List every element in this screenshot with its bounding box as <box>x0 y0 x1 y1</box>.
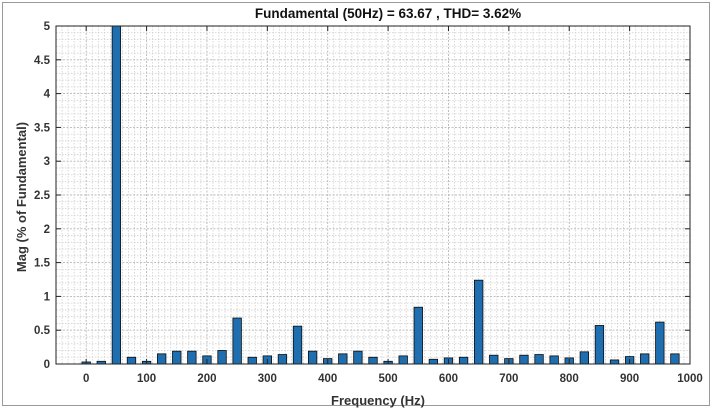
bar <box>277 354 288 365</box>
y-tick-label: 1 <box>44 291 51 303</box>
x-tick-label: 0 <box>83 373 89 385</box>
y-tick-label: 4 <box>44 89 51 101</box>
bar <box>670 353 680 365</box>
bar <box>368 356 378 365</box>
bar <box>640 353 650 365</box>
y-tick-label: 3.5 <box>34 122 51 134</box>
x-tick-label: 1000 <box>677 373 703 385</box>
x-tick-label: 100 <box>137 373 156 385</box>
bar <box>489 354 499 365</box>
bar <box>609 359 620 365</box>
bar <box>292 325 303 365</box>
y-tick-label: 3 <box>44 156 50 168</box>
y-tick-label: 4.5 <box>34 55 51 67</box>
bar <box>126 356 137 365</box>
y-tick-label: 1.5 <box>34 258 51 270</box>
bar <box>232 317 242 365</box>
bar <box>398 355 408 365</box>
bar <box>247 356 257 365</box>
major-grid <box>56 25 691 365</box>
bar <box>157 353 167 365</box>
bar <box>594 325 605 365</box>
x-tick-label: 500 <box>379 373 398 385</box>
y-axis-label: Mag (% of Fundamental) <box>14 122 29 272</box>
bar <box>187 350 197 365</box>
y-tick-label: 0.5 <box>34 325 51 337</box>
chart-title: Fundamental (50Hz) = 63.67 , THD= 3.62% <box>255 6 521 21</box>
x-tick-label: 900 <box>620 373 639 385</box>
bar <box>549 355 559 365</box>
bar <box>519 354 529 365</box>
bar <box>655 321 665 365</box>
bar <box>111 25 122 365</box>
bar <box>338 353 348 365</box>
bar <box>579 351 589 365</box>
bar <box>353 350 363 365</box>
x-tick-label: 200 <box>197 373 216 385</box>
bar <box>534 354 544 365</box>
y-tick-label: 2.5 <box>34 190 51 202</box>
x-axis-label: Frequency (Hz) <box>331 393 425 408</box>
bar <box>474 279 484 365</box>
y-tick-labels: 0 0.5 1 1.5 2 2.5 3 3.5 4 4.5 5 <box>34 21 51 371</box>
bar <box>458 356 469 365</box>
bar <box>428 358 439 365</box>
bar <box>413 306 423 365</box>
y-tick-label: 0 <box>44 359 50 371</box>
x-tick-label: 400 <box>318 373 337 385</box>
x-tick-label: 300 <box>258 373 277 385</box>
y-tick-label: 2 <box>44 224 50 236</box>
x-tick-label: 600 <box>439 373 458 385</box>
y-tick-label: 5 <box>44 21 51 33</box>
x-tick-label: 800 <box>560 373 579 385</box>
bar <box>217 350 227 365</box>
bar <box>172 350 182 365</box>
x-tick-labels: 0 100 200 300 400 500 600 700 800 900 1000 <box>83 373 703 385</box>
x-tick-label: 700 <box>499 373 518 385</box>
bar <box>307 350 318 365</box>
tick-marks <box>56 25 691 365</box>
